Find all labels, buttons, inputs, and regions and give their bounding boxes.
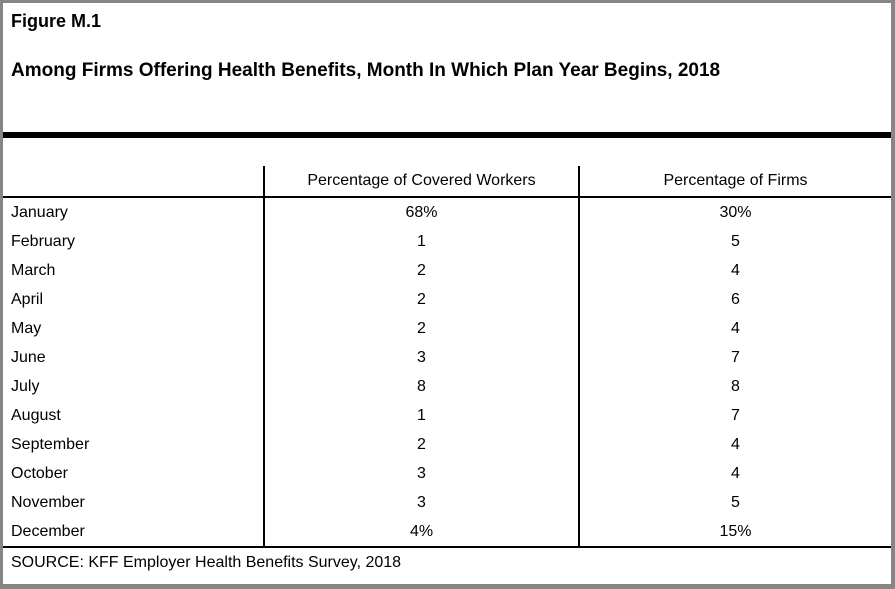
covered-workers-cell: 3 xyxy=(263,459,578,488)
table-row: August 1 7 xyxy=(3,401,891,430)
firms-cell: 5 xyxy=(578,227,891,256)
covered-workers-cell: 4% xyxy=(263,517,578,546)
table-spacer xyxy=(3,138,891,166)
figure-title: Among Firms Offering Health Benefits, Mo… xyxy=(11,60,721,81)
month-cell: January xyxy=(11,203,68,221)
column-header-firms: Percentage of Firms xyxy=(578,166,891,196)
table-row: March 2 4 xyxy=(3,256,891,285)
table-row: July 8 8 xyxy=(3,372,891,401)
firms-cell: 6 xyxy=(578,285,891,314)
source-note: SOURCE: KFF Employer Health Benefits Sur… xyxy=(11,554,402,571)
figure-label: Figure M.1 xyxy=(11,11,102,31)
covered-workers-cell: 3 xyxy=(263,343,578,372)
month-cell: August xyxy=(11,406,61,424)
column-header-month xyxy=(3,166,263,196)
month-cell: April xyxy=(11,290,44,308)
firms-cell: 4 xyxy=(578,314,891,343)
month-cell: May xyxy=(11,319,42,337)
covered-workers-cell: 2 xyxy=(263,430,578,459)
covered-workers-cell: 68% xyxy=(263,198,578,227)
table-row: September 2 4 xyxy=(3,430,891,459)
covered-workers-cell: 3 xyxy=(263,488,578,517)
table-body: January 68% 30% February 1 5 March 2 4 A… xyxy=(3,198,891,548)
covered-workers-cell: 8 xyxy=(263,372,578,401)
month-cell: November xyxy=(11,493,85,511)
covered-workers-cell: 2 xyxy=(263,285,578,314)
table-row: June 3 7 xyxy=(3,343,891,372)
month-cell: February xyxy=(11,232,76,250)
firms-cell: 15% xyxy=(578,517,891,546)
firms-cell: 4 xyxy=(578,430,891,459)
covered-workers-cell: 2 xyxy=(263,314,578,343)
month-cell: July xyxy=(11,377,40,395)
month-cell: March xyxy=(11,261,56,279)
firms-cell: 7 xyxy=(578,401,891,430)
table-row: April 2 6 xyxy=(3,285,891,314)
covered-workers-cell: 1 xyxy=(263,227,578,256)
table-row: January 68% 30% xyxy=(3,198,891,227)
table-row: October 3 4 xyxy=(3,459,891,488)
plan-year-table: Percentage of Covered Workers Percentage… xyxy=(3,166,891,578)
month-cell: September xyxy=(11,435,90,453)
month-cell: June xyxy=(11,348,46,366)
firms-cell: 5 xyxy=(578,488,891,517)
month-cell: October xyxy=(11,464,68,482)
firms-cell: 7 xyxy=(578,343,891,372)
covered-workers-cell: 1 xyxy=(263,401,578,430)
table-row: February 1 5 xyxy=(3,227,891,256)
firms-cell: 8 xyxy=(578,372,891,401)
title-separator-bar xyxy=(3,132,891,138)
column-header-covered-workers: Percentage of Covered Workers xyxy=(263,166,578,196)
table-row: May 2 4 xyxy=(3,314,891,343)
table-row: December 4% 15% xyxy=(3,517,891,546)
table-header-row: Percentage of Covered Workers Percentage… xyxy=(3,166,891,198)
firms-cell: 4 xyxy=(578,459,891,488)
covered-workers-cell: 2 xyxy=(263,256,578,285)
month-cell: December xyxy=(11,522,85,540)
figure-header: Figure M.1 Among Firms Offering Health B… xyxy=(3,3,891,132)
firms-cell: 4 xyxy=(578,256,891,285)
firms-cell: 30% xyxy=(578,198,891,227)
table-row: November 3 5 xyxy=(3,488,891,517)
